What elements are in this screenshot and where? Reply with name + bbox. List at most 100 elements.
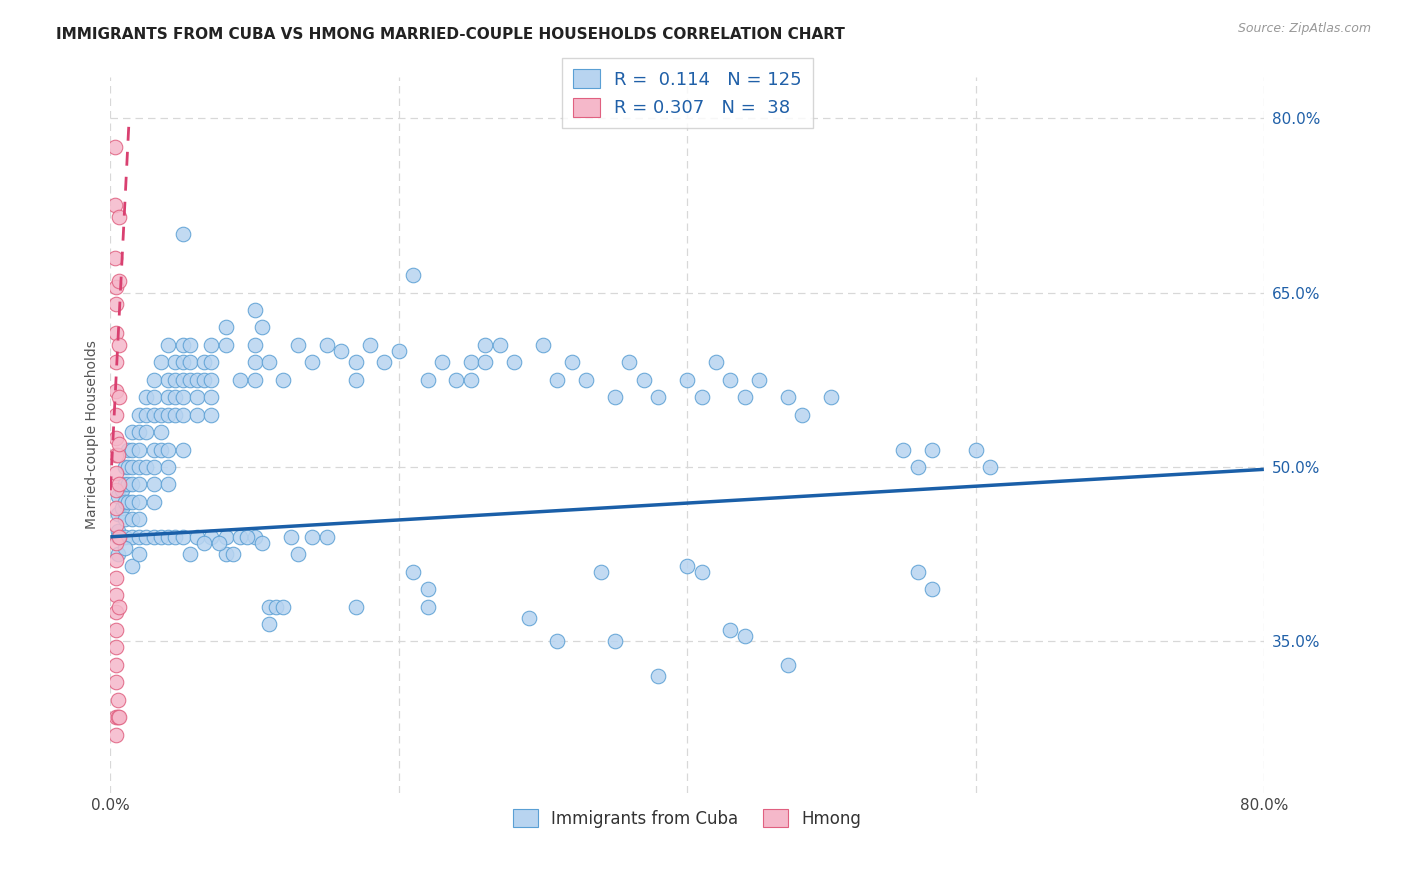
Point <box>186 390 208 404</box>
Point <box>257 617 280 632</box>
Point <box>107 692 129 706</box>
Y-axis label: Married-couple Households: Married-couple Households <box>86 341 100 530</box>
Point <box>104 251 127 265</box>
Point <box>460 373 482 387</box>
Point <box>105 570 128 584</box>
Point <box>165 390 187 404</box>
Point <box>229 373 252 387</box>
Point <box>446 373 468 387</box>
Point <box>128 512 150 526</box>
Point <box>149 355 172 369</box>
Point <box>107 710 129 724</box>
Point <box>149 442 172 457</box>
Point <box>388 343 411 358</box>
Point <box>273 373 295 387</box>
Point <box>179 355 201 369</box>
Point <box>135 408 157 422</box>
Point <box>589 565 612 579</box>
Point <box>222 547 245 561</box>
Point <box>359 338 381 352</box>
Point <box>474 355 496 369</box>
Point <box>921 582 943 596</box>
Point <box>142 530 165 544</box>
Point <box>165 530 187 544</box>
Point <box>157 460 180 475</box>
Point <box>108 530 131 544</box>
Point <box>114 541 136 556</box>
Point <box>105 326 128 341</box>
Text: Source: ZipAtlas.com: Source: ZipAtlas.com <box>1237 22 1371 36</box>
Point <box>416 582 439 596</box>
Point <box>172 355 194 369</box>
Point <box>104 198 127 212</box>
Point <box>107 489 129 503</box>
Point <box>330 343 353 358</box>
Point <box>734 629 756 643</box>
Point <box>503 355 526 369</box>
Point <box>402 268 425 282</box>
Point <box>142 477 165 491</box>
Point <box>172 530 194 544</box>
Point <box>105 657 128 672</box>
Point <box>105 408 128 422</box>
Point <box>157 477 180 491</box>
Point <box>105 279 128 293</box>
Point <box>243 338 266 352</box>
Point <box>315 338 337 352</box>
Point <box>619 355 641 369</box>
Point <box>193 535 215 549</box>
Point <box>105 640 128 655</box>
Point <box>121 477 143 491</box>
Point <box>114 530 136 544</box>
Point <box>108 390 131 404</box>
Point <box>474 338 496 352</box>
Point <box>128 408 150 422</box>
Point <box>128 442 150 457</box>
Point <box>215 320 238 334</box>
Point <box>748 373 770 387</box>
Point <box>517 611 540 625</box>
Point <box>107 547 129 561</box>
Point <box>107 530 129 544</box>
Point <box>179 338 201 352</box>
Point <box>114 477 136 491</box>
Point <box>215 338 238 352</box>
Point <box>105 384 128 399</box>
Point <box>172 338 194 352</box>
Point <box>287 338 309 352</box>
Point <box>200 408 222 422</box>
Point <box>108 477 131 491</box>
Point <box>117 442 139 457</box>
Point <box>704 355 727 369</box>
Point <box>105 553 128 567</box>
Point <box>128 547 150 561</box>
Point <box>142 442 165 457</box>
Point <box>149 408 172 422</box>
Point <box>647 669 669 683</box>
Point <box>273 599 295 614</box>
Point <box>121 460 143 475</box>
Point <box>546 634 568 648</box>
Point <box>603 390 626 404</box>
Point <box>250 535 273 549</box>
Point <box>179 547 201 561</box>
Point <box>165 355 187 369</box>
Point <box>105 500 128 515</box>
Point <box>633 373 655 387</box>
Point <box>157 408 180 422</box>
Point <box>301 355 323 369</box>
Point <box>344 355 367 369</box>
Point <box>108 599 131 614</box>
Point <box>105 606 128 620</box>
Point <box>179 373 201 387</box>
Point <box>117 460 139 475</box>
Point <box>575 373 598 387</box>
Point <box>104 140 127 154</box>
Point <box>546 373 568 387</box>
Point <box>561 355 583 369</box>
Point <box>416 373 439 387</box>
Point <box>676 558 699 573</box>
Point <box>460 355 482 369</box>
Point <box>778 657 800 672</box>
Point <box>105 588 128 602</box>
